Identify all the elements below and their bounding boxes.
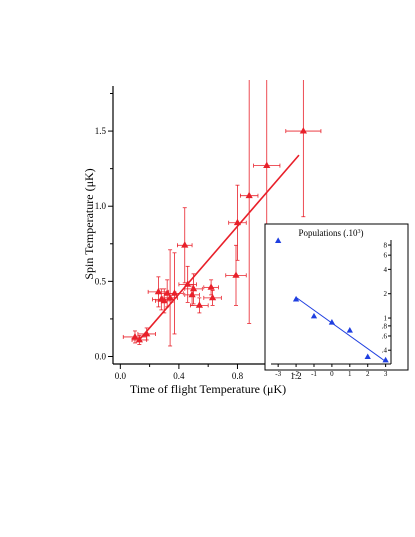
inset-x-tick-label: 0 (330, 370, 334, 378)
y-axis-label: Spin Temperature (μK) (82, 168, 96, 279)
main-chart: 0.0 0.4 0.8 1.2 0.0 0.5 1.0 1.5 Time of flight … (82, 80, 322, 396)
data-point (131, 332, 139, 340)
x-tick-label: 0.4 (173, 371, 185, 381)
y-tick-label: 0.5 (95, 276, 107, 286)
data-point (163, 289, 171, 296)
inset-y-tick-label: .6 (382, 332, 388, 340)
inset-y-tick-label: .4 (382, 347, 388, 355)
inset-data-point (364, 353, 371, 360)
main-points (131, 127, 307, 343)
inset-x-tick-label: 1 (348, 370, 352, 378)
data-point (245, 191, 253, 199)
x-tick-label: 0.8 (232, 371, 244, 381)
inset-frame (264, 223, 409, 371)
inset-y-tick-label: 2 (384, 290, 388, 298)
inset-data-point (346, 327, 353, 333)
y-tick-label: 1.0 (95, 201, 107, 211)
x-tick-label: 0.0 (115, 371, 127, 381)
inset-y-tick-label: 4 (384, 266, 388, 274)
inset-data-point (275, 237, 282, 244)
inset-data-point (310, 312, 318, 319)
main-fit-line (137, 154, 300, 342)
data-point (166, 293, 174, 301)
x-axis-label: Time of flight Temperature (μK) (130, 382, 286, 396)
data-point (189, 284, 198, 292)
data-point (233, 218, 242, 226)
inset-y-tick-label: 8 (384, 242, 388, 250)
inset-x-tick-label: -3 (275, 370, 281, 378)
inset-x-tick-label: 3 (384, 370, 388, 378)
data-point (232, 271, 240, 278)
data-point (195, 301, 203, 308)
y-tick-label: 0.0 (95, 351, 107, 361)
data-point (143, 329, 151, 337)
inset-title: Populations (.103) (298, 228, 363, 238)
data-point (299, 127, 307, 134)
data-point (154, 287, 162, 295)
inset-y-tick-label: .8 (382, 322, 388, 330)
data-point (208, 293, 217, 301)
data-point (207, 283, 215, 290)
inset-x-tick-label: -1 (311, 370, 317, 378)
inset-fit-line (295, 296, 386, 362)
data-point (170, 289, 179, 296)
y-tick-label: 1.5 (95, 126, 107, 136)
x-tick-label: 1.2 (290, 371, 301, 381)
inset-y-tick-label: 1 (384, 315, 388, 323)
inset-data-point (382, 356, 389, 363)
inset-data-point (292, 295, 300, 302)
inset-x-tick-label: 2 (366, 370, 370, 378)
inset-x-tick-label: -2 (293, 370, 299, 378)
inset-data-point (328, 319, 336, 325)
data-point (160, 296, 168, 304)
data-point (184, 280, 192, 287)
data-point (263, 161, 271, 169)
inset-points (275, 237, 389, 363)
inset-y-tick-label: 6 (384, 252, 388, 260)
data-point (181, 241, 189, 248)
data-point (188, 290, 196, 298)
main-axes: 0.0 0.4 0.8 1.2 0.0 0.5 1.0 1.5 (95, 86, 318, 381)
data-point (135, 335, 143, 343)
